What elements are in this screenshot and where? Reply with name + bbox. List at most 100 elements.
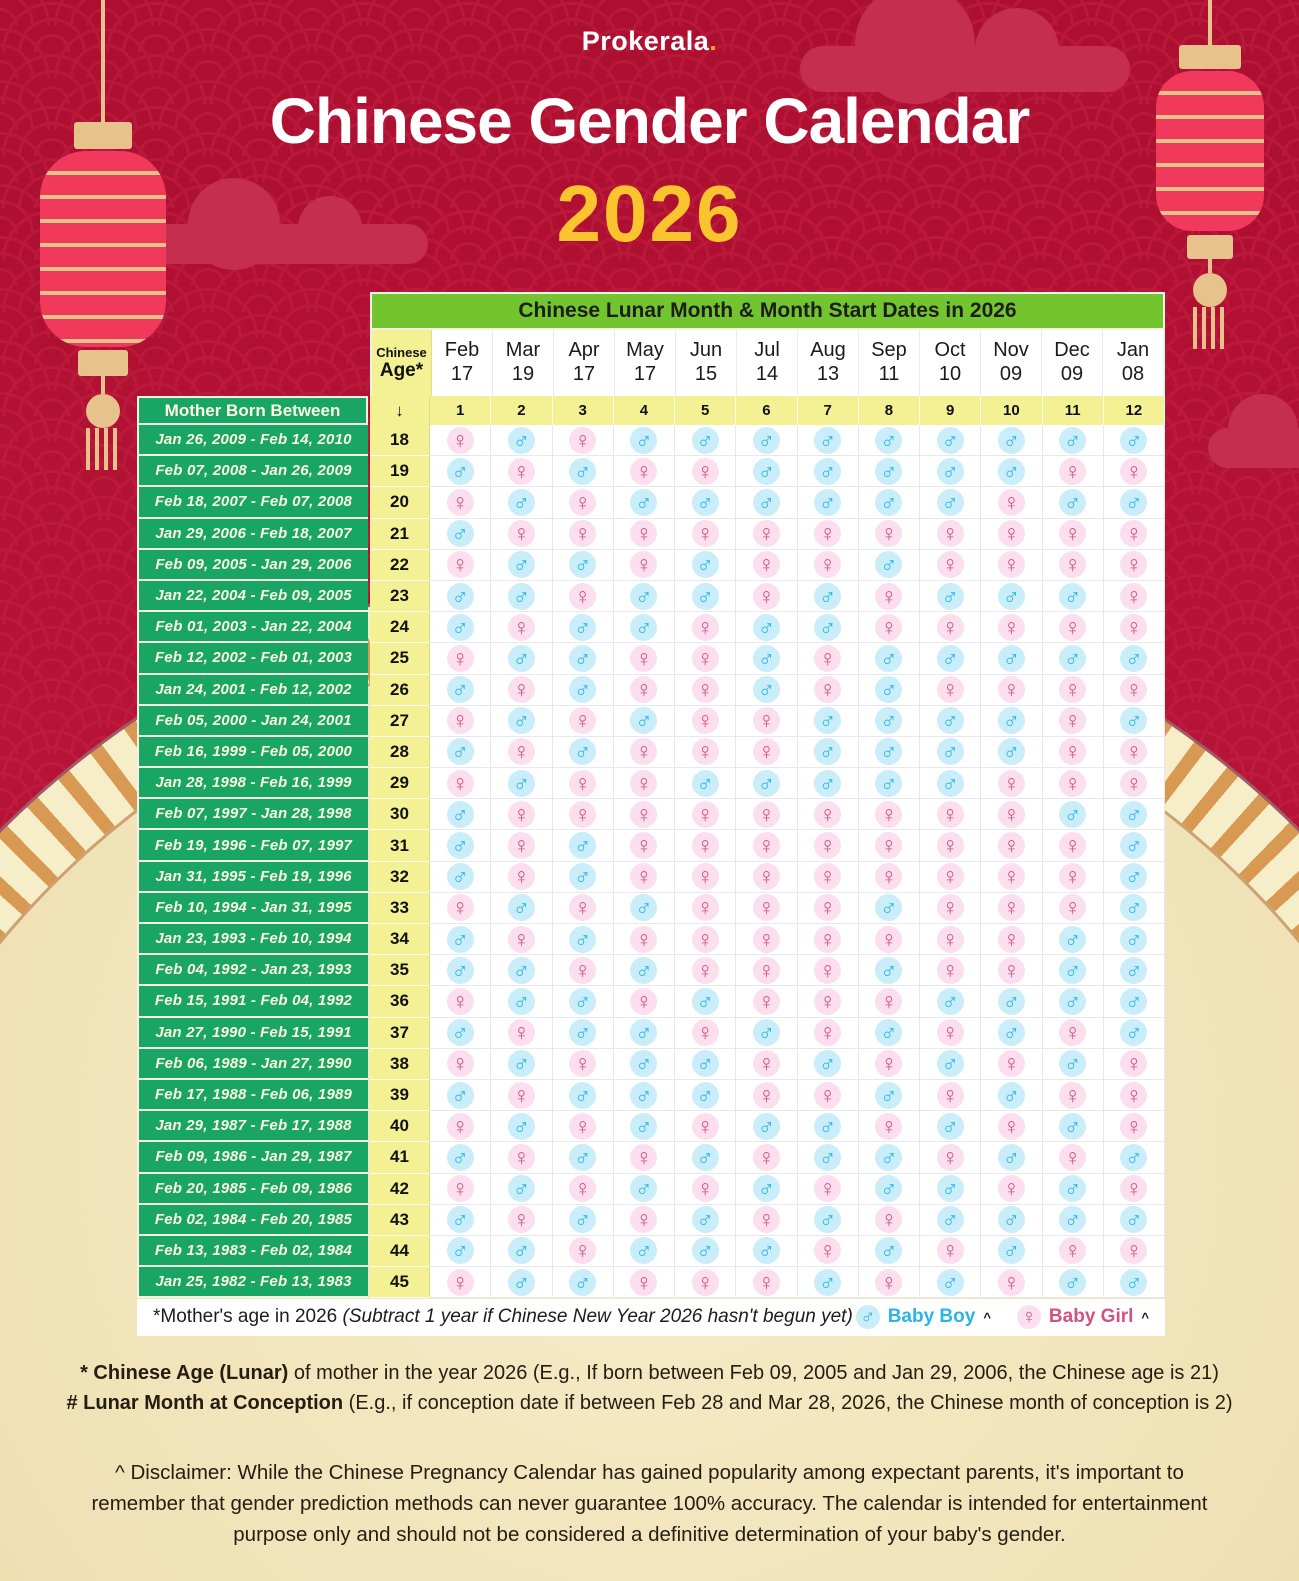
- male-icon: ♂: [1120, 707, 1148, 735]
- gender-cell: ♀: [675, 1267, 737, 1299]
- female-icon: ♀: [569, 956, 597, 984]
- month-header-row: Chinese Age* Feb 17 Mar 19 Apr 17 May 17 Jun 15 Ju…: [370, 330, 1165, 396]
- month-name: Feb: [444, 339, 480, 362]
- month-start-day: 14: [755, 363, 779, 385]
- chinese-age: 32: [370, 861, 430, 893]
- gender-cell: ♀: [552, 799, 614, 831]
- female-icon: ♀: [752, 707, 780, 735]
- lunar-month-number: 1: [430, 396, 492, 425]
- female-icon: ♀: [507, 832, 535, 860]
- male-icon: ♂: [691, 1237, 719, 1265]
- footnote1-text: of mother in the year 2026 (E.g., If bor…: [288, 1362, 1219, 1384]
- month-header-jan: Jan 08: [1103, 330, 1163, 396]
- male-icon: ♂: [507, 1050, 535, 1078]
- gender-cell: ♂: [675, 1079, 737, 1112]
- month-start-day: 13: [816, 363, 840, 385]
- table-row: Feb 09, 1986 - Jan 29, 1987 41 ♂ ♀ ♂ ♀ ♂ ♀ ♂ ♂ ♀ ♂ ♀…: [137, 1142, 1165, 1174]
- gender-cell: ♂: [675, 549, 737, 581]
- gender-cell: ♂: [552, 1017, 614, 1049]
- gender-cell: ♀: [981, 612, 1043, 644]
- male-icon: ♂: [569, 738, 597, 766]
- gender-cell: ♀: [675, 830, 737, 862]
- male-icon: ♂: [997, 426, 1025, 454]
- gender-cell: ♀: [981, 799, 1043, 831]
- logo-dot: .: [709, 26, 718, 56]
- female-icon: ♀: [691, 1175, 719, 1203]
- gender-cell: ♀: [675, 518, 737, 550]
- female-icon: ♀: [446, 426, 474, 454]
- footnote-chinese-age: * Chinese Age (Lunar) of mother in the y…: [0, 1362, 1299, 1385]
- female-icon: ♀: [1059, 613, 1087, 641]
- male-icon: ♂: [752, 1237, 780, 1265]
- male-icon: ♂: [997, 1019, 1025, 1047]
- female-icon: ♀: [936, 613, 964, 641]
- gender-cell: ♂: [675, 487, 737, 519]
- mother-dob-range: Jan 22, 2004 - Feb 09, 2005: [137, 580, 368, 613]
- female-icon: ♀: [1059, 707, 1087, 735]
- gender-cell: ♀: [797, 955, 859, 987]
- gender-cell: ♀: [491, 924, 553, 956]
- male-icon: ♂: [507, 582, 535, 610]
- male-icon: ♂: [997, 644, 1025, 672]
- female-icon: ♀: [1059, 457, 1087, 485]
- gender-cell: ♀: [1042, 892, 1104, 924]
- female-icon: ♀: [875, 987, 903, 1015]
- gender-cell: ♂: [430, 1142, 492, 1174]
- female-icon: ♀: [1059, 1081, 1087, 1109]
- female-icon: ♀: [507, 925, 535, 953]
- female-icon: ♀: [997, 925, 1025, 953]
- female-icon: ♀: [997, 1268, 1025, 1296]
- gender-cell: ♀: [920, 612, 982, 644]
- gender-cell: ♂: [491, 1048, 553, 1080]
- table-row: Jan 25, 1982 - Feb 13, 1983 45 ♀ ♂ ♂ ♀ ♀ ♀ ♂ ♀ ♂ ♀ ♂…: [137, 1267, 1165, 1299]
- female-icon: ♀: [446, 894, 474, 922]
- male-icon: ♂: [875, 1143, 903, 1171]
- month-header-feb: Feb 17: [432, 330, 493, 396]
- female-icon: ♀: [997, 613, 1025, 641]
- female-icon: ♀: [1120, 582, 1148, 610]
- gender-cell: ♂: [858, 1235, 920, 1268]
- gender-cell: ♀: [1042, 1235, 1104, 1268]
- gender-cell: ♂: [552, 986, 614, 1018]
- disclaimer-text: ^ Disclaimer: While the Chinese Pregnanc…: [91, 1461, 1208, 1546]
- calendar-year: 2026: [556, 169, 743, 258]
- gender-cell: ♀: [613, 799, 675, 831]
- gender-cell: ♀: [858, 1048, 920, 1080]
- gender-cell: ♂: [797, 1267, 859, 1299]
- female-icon: ♀: [691, 800, 719, 828]
- lunar-month-number: 7: [797, 396, 859, 425]
- chinese-age: 42: [370, 1173, 430, 1205]
- gender-cell: ♂: [920, 736, 982, 769]
- gender-cell: ♂: [430, 1204, 492, 1236]
- month-start-day: 09: [999, 363, 1023, 385]
- female-icon: ♀: [814, 832, 842, 860]
- male-icon: ♂: [997, 582, 1025, 610]
- male-icon: ♂: [630, 582, 658, 610]
- male-icon: ♂: [691, 582, 719, 610]
- gender-cell: ♀: [613, 924, 675, 956]
- gender-cell: ♀: [1103, 1173, 1165, 1205]
- mother-dob-range: Jan 29, 1987 - Feb 17, 1988: [137, 1111, 368, 1143]
- gender-cell: ♀: [981, 549, 1043, 581]
- female-icon: ♀: [997, 769, 1025, 797]
- male-icon: ♂: [446, 800, 474, 828]
- chinese-age: 23: [370, 580, 430, 613]
- gender-cell: ♂: [797, 1204, 859, 1236]
- male-icon: ♂: [630, 1050, 658, 1078]
- male-icon: ♂: [875, 1081, 903, 1109]
- girl-caret: ^: [1141, 1309, 1149, 1325]
- gender-cell: ♂: [858, 955, 920, 987]
- gender-cell: ♀: [981, 1267, 1043, 1299]
- month-start-day: 17: [572, 363, 596, 385]
- cloud-decoration: [800, 0, 1130, 104]
- month-start-day: 10: [938, 363, 962, 385]
- gender-cell: ♂: [797, 1111, 859, 1143]
- male-icon: ♂: [1120, 1143, 1148, 1171]
- gender-cell: ♀: [797, 1079, 859, 1112]
- female-icon: ♀: [691, 832, 719, 860]
- male-icon: ♂: [814, 1206, 842, 1234]
- chinese-age-header: Chinese Age*: [372, 330, 432, 396]
- gender-cell: ♀: [736, 1267, 798, 1299]
- female-icon: ♀: [1059, 676, 1087, 704]
- gender-cell: ♀: [736, 1079, 798, 1112]
